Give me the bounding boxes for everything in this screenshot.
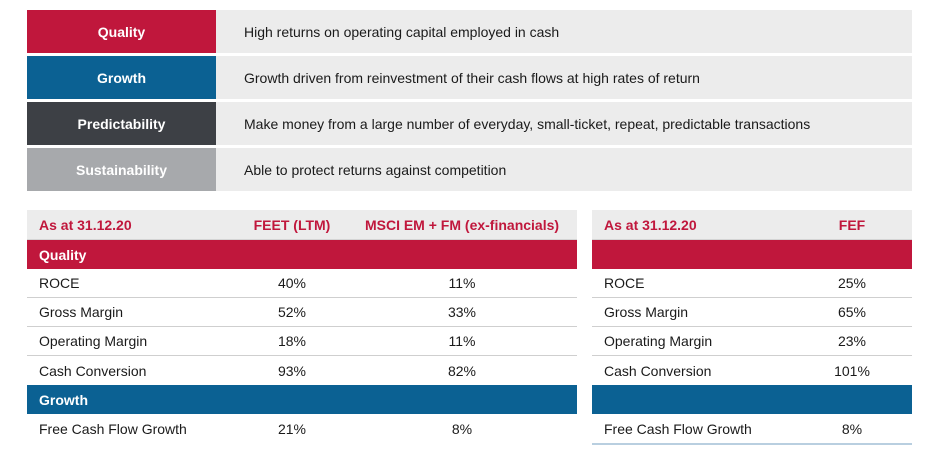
criteria-description: Growth driven from reinvestment of their… [244,69,700,86]
msci-value: 33% [447,304,477,320]
metric-name: ROCE [604,275,645,291]
table-row: Operating Margin 18% 11% [27,327,577,356]
msci-value: 82% [447,362,477,379]
table-header-row: As at 31.12.20 FEET (LTM) MSCI EM + FM (… [27,210,577,240]
table-row: Gross Margin 65% [592,298,912,327]
metric-name: Free Cash Flow Growth [39,420,187,437]
feet-value: 52% [277,304,307,320]
fef-table: As at 31.12.20 FEF ROCE 25% Gross Margin… [592,210,912,445]
fef-value: 101% [834,362,870,379]
metric-name: Gross Margin [39,304,124,320]
criteria-label: Quality [27,10,216,53]
criteria-description: Able to protect returns against competit… [244,161,507,178]
msci-value: 11% [448,275,476,291]
section-growth-bar [592,385,912,414]
metric-name: Cash Conversion [604,362,712,379]
section-quality-bar [592,240,912,269]
criteria-row-quality: Quality High returns on operating capita… [27,10,912,53]
criteria-row-growth: Growth Growth driven from reinvestment o… [27,56,912,99]
criteria-label: Predictability [27,102,216,145]
criteria-label: Sustainability [27,148,216,191]
table-bottom-rule [592,443,912,445]
table-row: Free Cash Flow Growth 21% 8% [27,414,577,443]
criteria-row-predictability: Predictability Make money from a large n… [27,102,912,145]
table-row: Free Cash Flow Growth 8% [592,414,912,443]
criteria-description: Make money from a large number of everyd… [244,115,811,132]
table-row: Gross Margin 52% 33% [27,298,577,327]
table-row: Operating Margin 23% [592,327,912,356]
criteria-description: High returns on operating capital employ… [244,23,560,40]
msci-value: 11% [448,333,476,349]
feet-value: 21% [277,420,307,437]
feet-value: 93% [277,362,307,379]
fef-value: 23% [837,333,867,349]
table-row: ROCE 40% 11% [27,269,577,298]
metric-name: Free Cash Flow Growth [604,420,752,437]
feet-comparison-table: As at 31.12.20 FEET (LTM) MSCI EM + FM (… [27,210,577,443]
table-row: ROCE 25% [592,269,912,298]
criteria-row-sustainability: Sustainability Able to protect returns a… [27,148,912,191]
criteria-label: Growth [27,56,216,99]
table-header-row: As at 31.12.20 FEF [592,210,912,240]
header-feet: FEET (LTM) [253,216,331,233]
metric-name: Operating Margin [604,333,713,349]
fef-value: 25% [837,275,867,291]
metric-name: Gross Margin [604,304,689,320]
metric-name: Cash Conversion [39,362,147,379]
header-msci: MSCI EM + FM (ex-financials) [364,216,560,233]
section-quality: Quality [27,240,577,269]
table-row: Cash Conversion 101% [592,356,912,385]
msci-value: 8% [451,420,473,437]
fef-value: 8% [841,420,863,437]
section-growth: Growth [27,385,577,414]
header-date: As at 31.12.20 [39,216,132,233]
metric-name: ROCE [39,275,80,291]
header-fef: FEF [838,216,866,233]
header-date: As at 31.12.20 [604,216,697,233]
feet-value: 18% [277,333,307,349]
feet-value: 40% [277,275,307,291]
table-row: Cash Conversion 93% 82% [27,356,577,385]
fef-value: 65% [837,304,867,320]
metric-name: Operating Margin [39,333,148,349]
